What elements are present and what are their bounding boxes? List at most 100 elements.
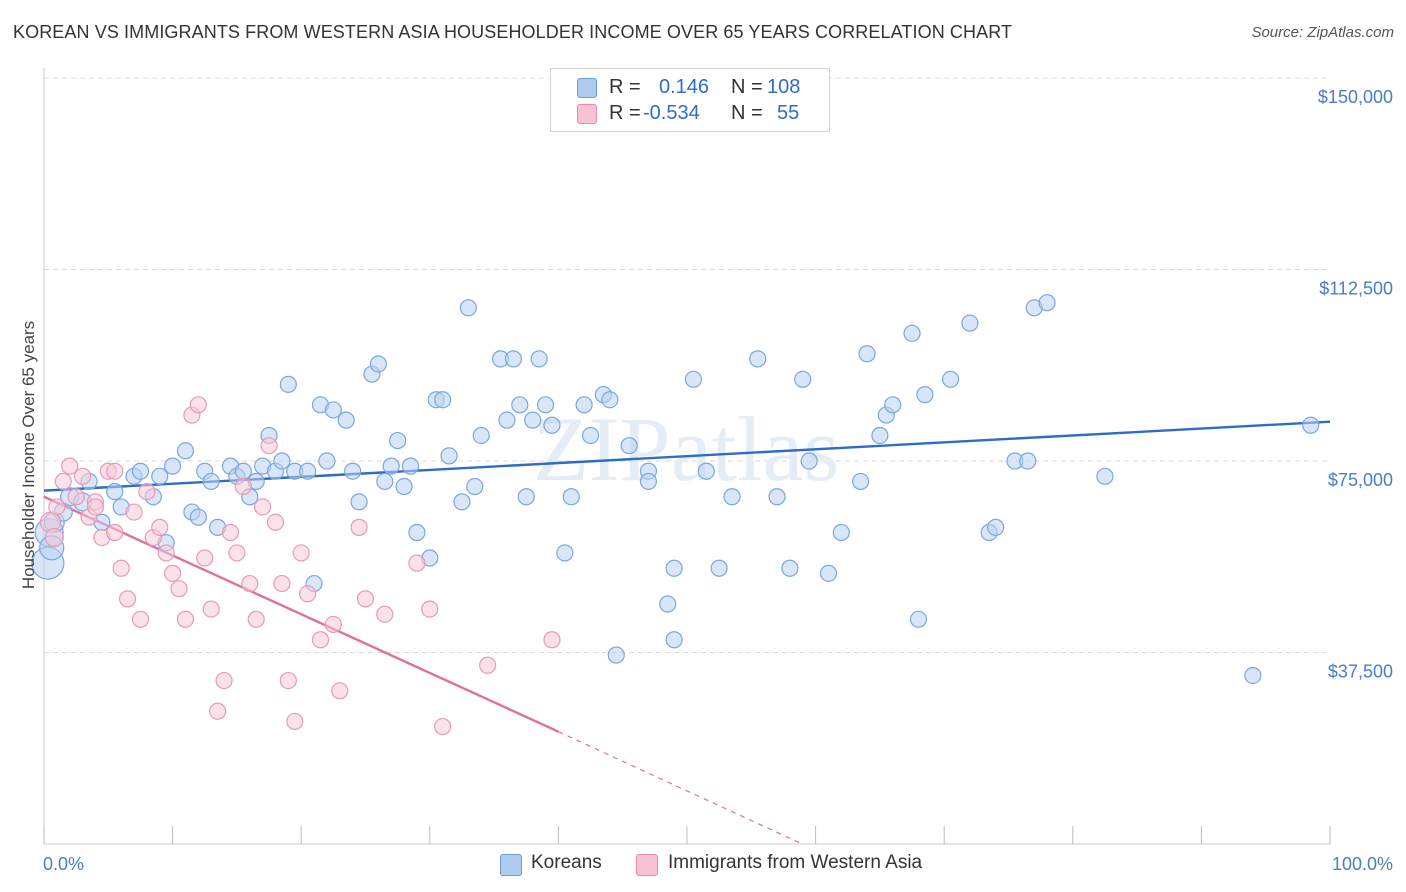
western-asia-point [292, 544, 310, 562]
korean-point [401, 457, 420, 475]
korean-point [151, 467, 169, 485]
korean-point [440, 447, 458, 465]
data-points [31, 294, 1320, 736]
western-asia-point [202, 600, 220, 618]
western-asia-point [125, 503, 143, 521]
korean-point [1244, 666, 1262, 685]
western-asia-point [209, 702, 227, 720]
western-asia-point [48, 498, 66, 516]
western-asia-point [44, 527, 64, 548]
korean-point [562, 488, 580, 506]
korean-point [884, 396, 902, 414]
korean-point [498, 411, 516, 429]
korean-point [234, 462, 252, 480]
bottom-legend-koreans: Koreans [531, 852, 602, 873]
korean-point [819, 564, 838, 582]
western-asia-point [434, 717, 452, 736]
western-asia-point [106, 523, 124, 542]
korean-point [794, 370, 812, 388]
western-asia-point [221, 523, 240, 542]
legend-swatch-western-asia [577, 104, 597, 124]
korean-point [273, 452, 291, 470]
bottom-legend-western-asia: Immigrants from Western Asia [668, 852, 923, 873]
korean-point [459, 299, 477, 317]
korean-point [601, 391, 619, 409]
bottom-legend-swatch-western-asia [636, 854, 658, 876]
korean-point [961, 314, 979, 332]
western-asia-point [241, 574, 259, 593]
western-asia-point [86, 498, 105, 516]
western-asia-point [408, 554, 426, 572]
western-asia-point [543, 631, 561, 649]
western-asia-trend-extension [558, 731, 803, 845]
korean-point [299, 462, 317, 480]
legend-r-label: R = [609, 75, 641, 98]
korean-point [987, 518, 1005, 536]
korean-point [697, 462, 715, 480]
western-asia-point [247, 610, 265, 628]
western-asia-point [260, 437, 278, 455]
korean-point [723, 488, 741, 506]
korean-point [909, 610, 928, 628]
korean-point [466, 477, 484, 496]
korean-point [659, 595, 677, 613]
korean-point [189, 508, 207, 526]
korean-point [530, 350, 548, 368]
korean-point [434, 391, 452, 409]
korean-point [781, 559, 799, 577]
korean-point [942, 370, 960, 388]
western-asia-point [234, 477, 252, 496]
western-asia-point [170, 580, 188, 598]
korean-point [524, 411, 542, 429]
y-tick-labels: $37,500 $75,000 $112,500 $150,000 [1318, 87, 1393, 682]
legend-swatch-koreans [577, 78, 597, 98]
legend-n-label: N = [731, 101, 763, 124]
korean-point [1096, 467, 1114, 485]
western-asia-point [157, 544, 175, 562]
legend-row-koreans: R = 0.146 N = 108 [551, 75, 829, 99]
source-label: Source: ZipAtlas.com [1251, 24, 1394, 41]
western-asia-point [189, 396, 207, 414]
chart-title: KOREAN VS IMMIGRANTS FROM WESTERN ASIA H… [13, 22, 1013, 42]
korean-point [202, 472, 220, 491]
korean-point [620, 437, 638, 455]
western-asia-point [350, 518, 368, 536]
korean-point [665, 559, 683, 577]
western-asia-point [311, 631, 330, 649]
korean-point [556, 544, 574, 562]
x-tick-label: 100.0% [1332, 854, 1393, 874]
western-asia-point [61, 457, 79, 475]
western-asia-point [131, 610, 150, 628]
korean-point [832, 523, 850, 542]
y-tick-label: $75,000 [1328, 470, 1393, 490]
legend-r-value: 0.146 [659, 75, 710, 98]
western-asia-point [376, 605, 394, 623]
korean-point [607, 646, 625, 664]
legend-n-value: 55 [777, 101, 800, 124]
y-axis-label: Householder Income Over 65 years [19, 321, 38, 589]
western-asia-point [273, 574, 291, 593]
korean-point [517, 488, 535, 506]
korean-point [176, 442, 195, 460]
correlation-legend: R = 0.146 N = 108 R = -0.534 N = 55 [550, 68, 830, 132]
western-asia-point [73, 467, 92, 485]
korean-point [164, 457, 182, 475]
western-asia-point [356, 590, 375, 608]
korean-point [800, 452, 818, 470]
korean-point [639, 472, 658, 491]
western-asia-point [299, 585, 317, 603]
western-asia-point [106, 462, 124, 480]
legend-n-label: N = [731, 75, 763, 98]
korean-point [852, 472, 870, 491]
y-tick-label: $37,500 [1328, 662, 1393, 682]
western-asia-point [112, 559, 130, 577]
korean-point [389, 431, 407, 450]
western-asia-point [118, 590, 137, 608]
korean-point [472, 426, 490, 445]
korean-point [337, 411, 355, 429]
korean-point [504, 350, 522, 368]
korean-point [665, 631, 683, 649]
korean-point [318, 452, 336, 470]
korean-point [543, 416, 561, 434]
